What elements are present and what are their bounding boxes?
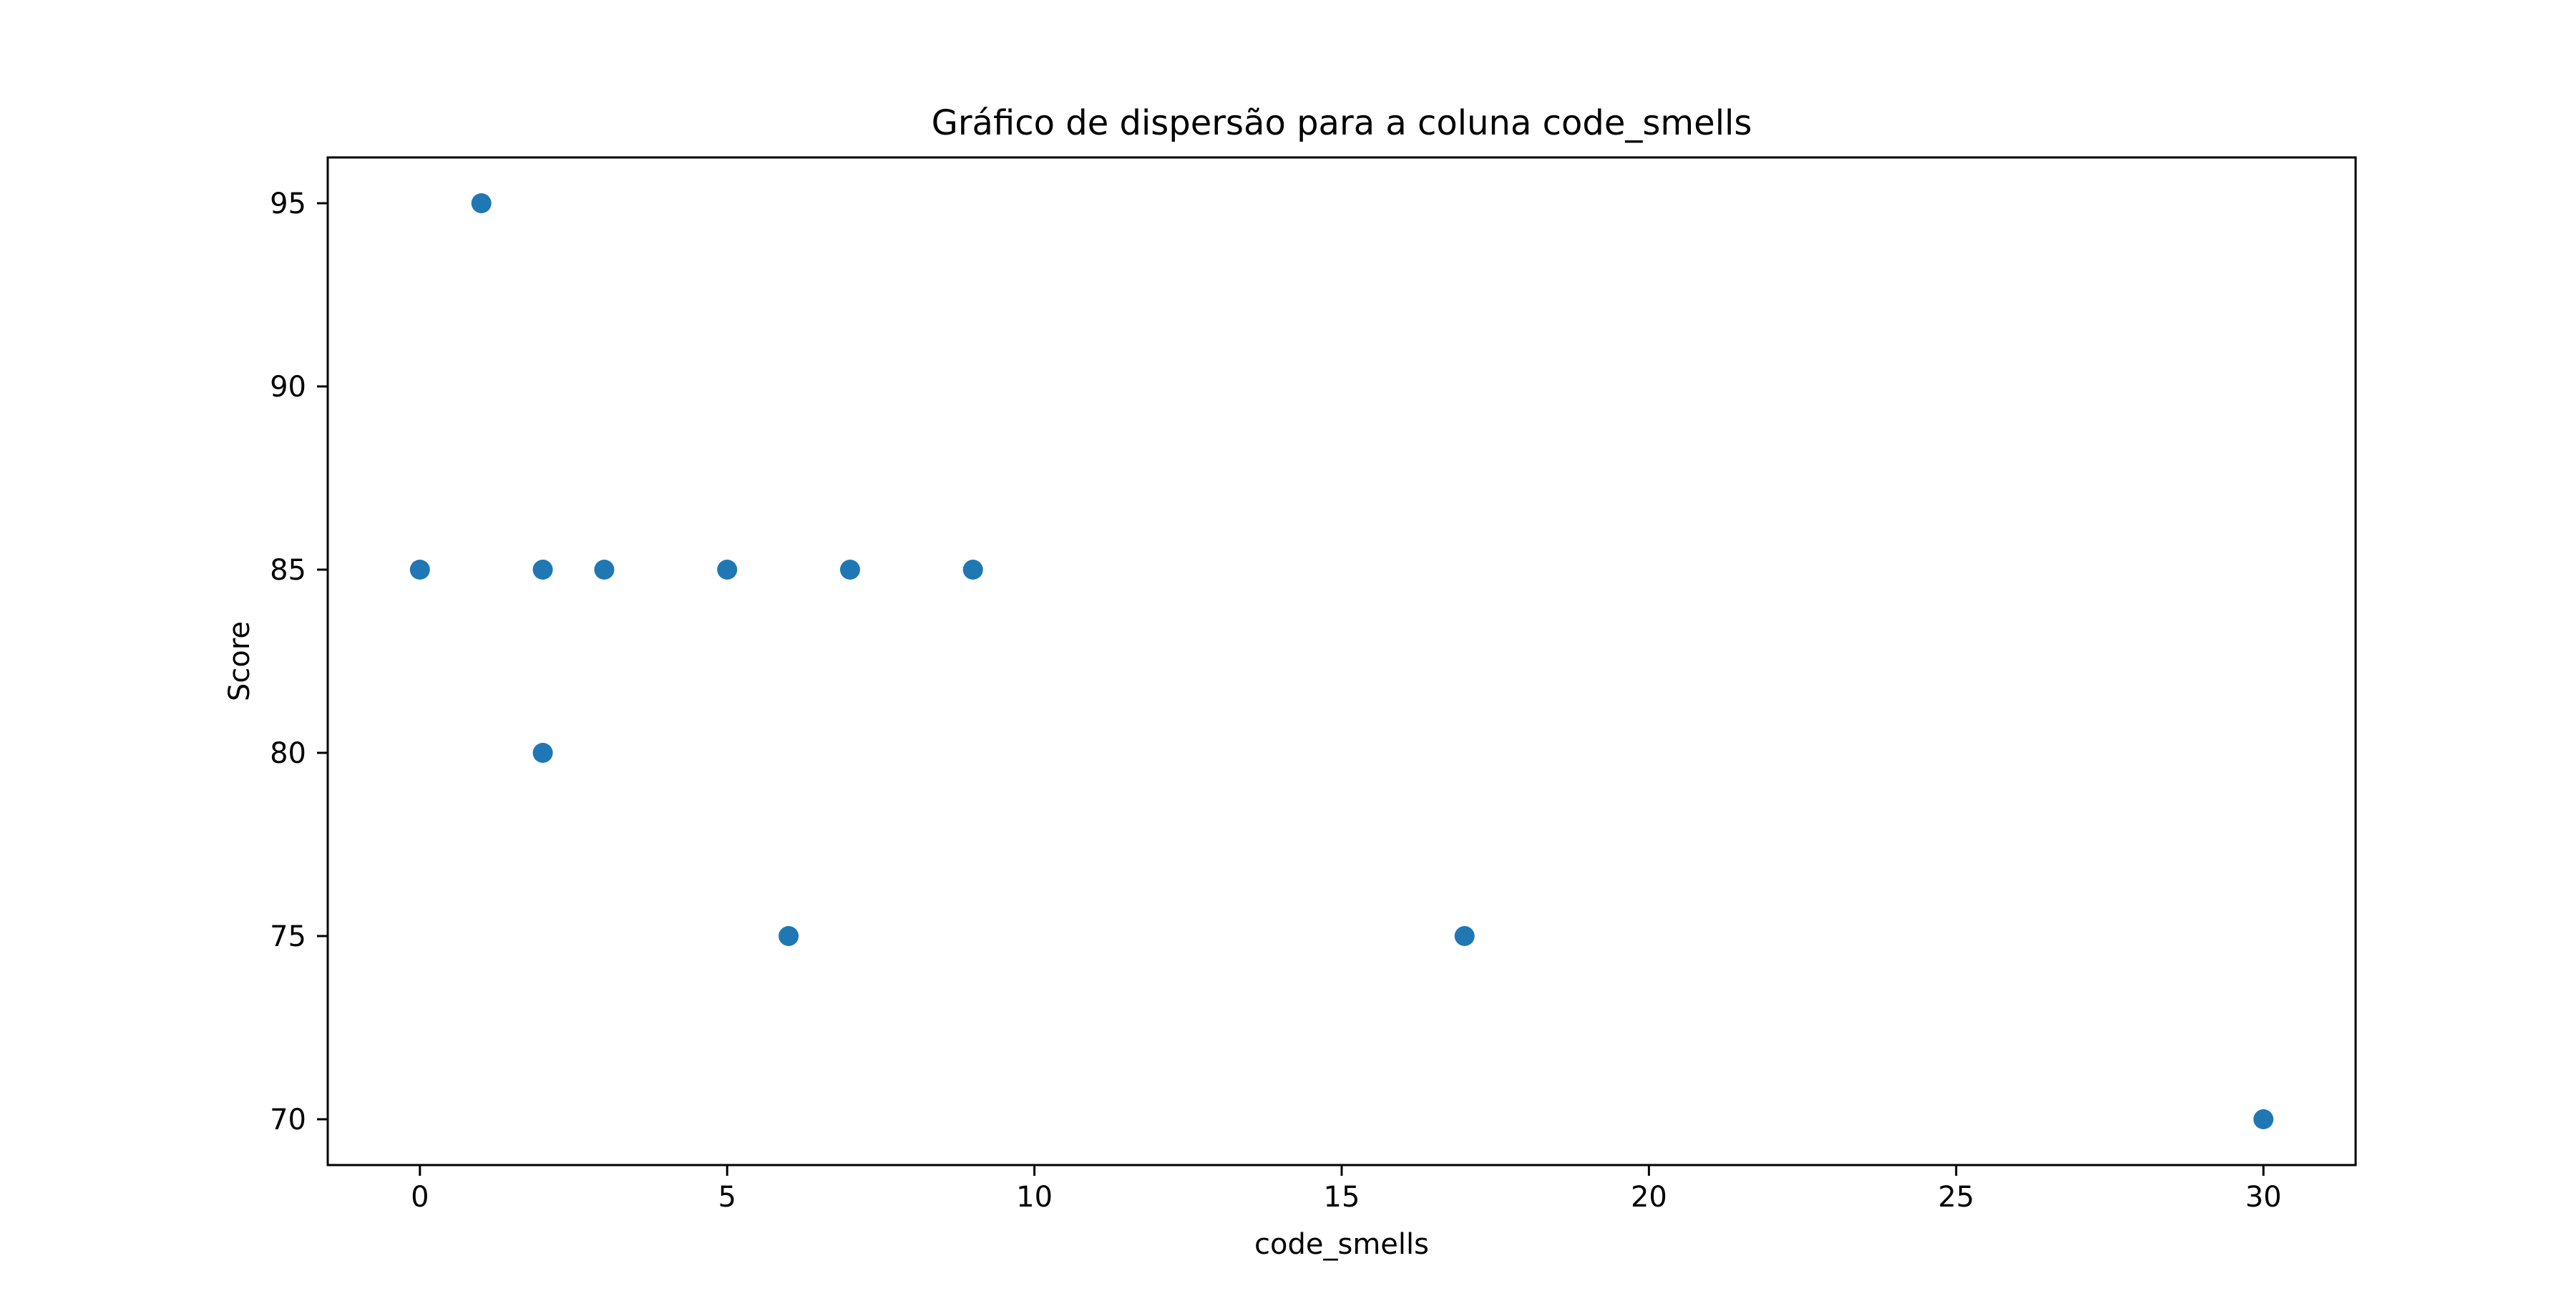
- scatter-point: [839, 560, 860, 580]
- y-axis-label: Score: [223, 621, 256, 701]
- scatter-point: [471, 193, 492, 213]
- scatter-point: [1454, 926, 1475, 946]
- x-tick-label: 0: [411, 1181, 429, 1214]
- y-tick-label: 85: [270, 554, 306, 587]
- scatter-point: [2253, 1109, 2274, 1129]
- x-tick-label: 30: [2245, 1181, 2282, 1214]
- y-axis-ticks: 70 75 80 85 90 95: [270, 187, 328, 1136]
- data-points: [409, 193, 2274, 1129]
- x-tick-label: 10: [1016, 1181, 1053, 1214]
- x-axis-ticks: 0 5 10 15 20 25 30: [411, 1165, 2282, 1214]
- y-tick-label: 80: [270, 737, 306, 770]
- scatter-point: [532, 743, 553, 763]
- scatter-point: [717, 560, 738, 580]
- scatter-point: [962, 560, 983, 580]
- y-tick-label: 75: [270, 920, 306, 953]
- x-tick-label: 20: [1631, 1181, 1667, 1214]
- chart-title: Gráfico de dispersão para a coluna code_…: [932, 103, 1752, 143]
- y-tick-label: 70: [270, 1104, 306, 1136]
- scatter-point: [409, 560, 430, 580]
- x-tick-label: 15: [1324, 1181, 1360, 1214]
- scatter-point: [594, 560, 615, 580]
- plot-area-frame: [326, 156, 2357, 1166]
- x-tick-label: 25: [1938, 1181, 1974, 1214]
- scatter-point: [779, 926, 799, 946]
- x-tick-label: 5: [718, 1181, 736, 1214]
- x-axis-label: code_smells: [1254, 1228, 1429, 1261]
- y-tick-label: 90: [270, 371, 306, 404]
- scatter-point: [532, 560, 553, 580]
- y-tick-label: 95: [270, 187, 306, 220]
